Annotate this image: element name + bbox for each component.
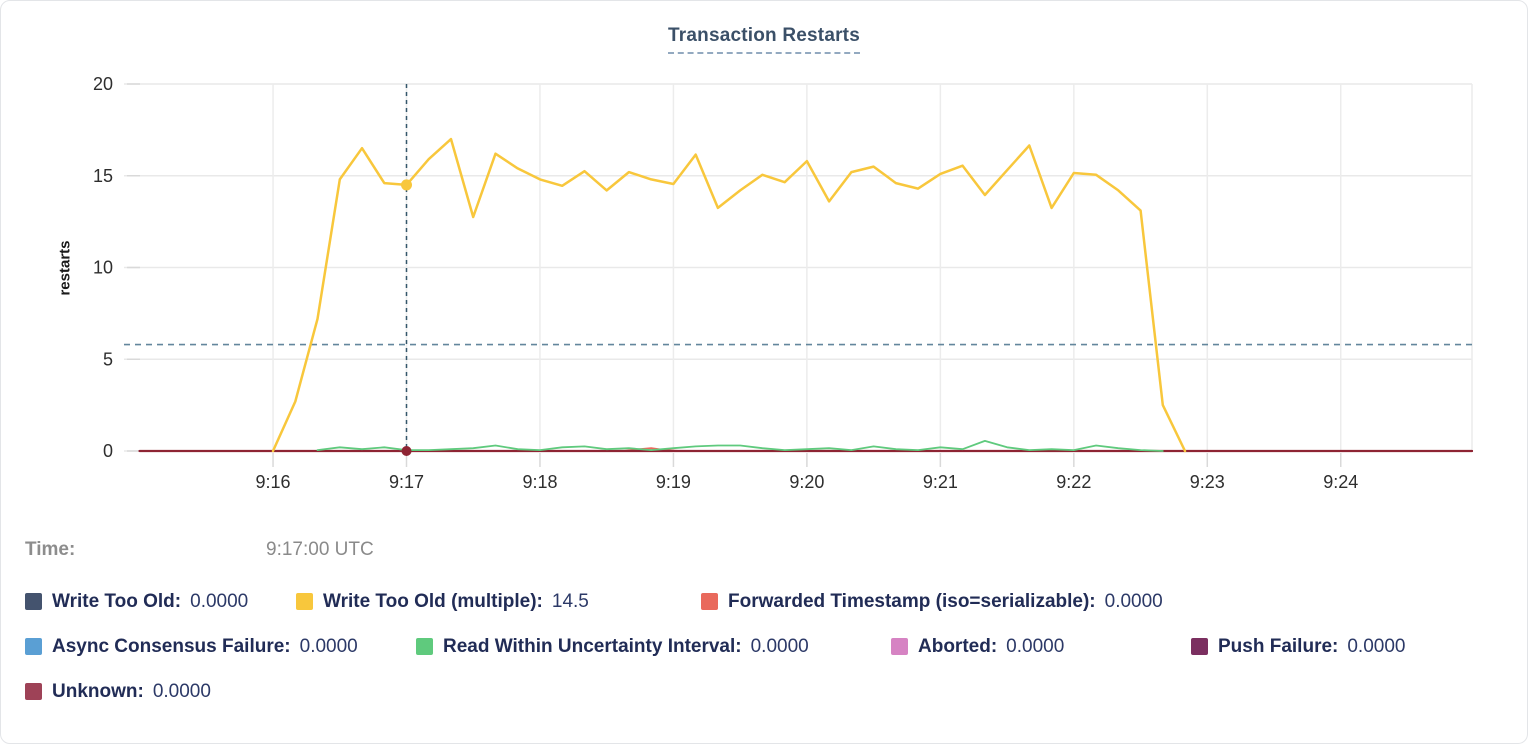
- legend-item: Read Within Uncertainty Interval: 0.0000: [416, 636, 891, 658]
- y-tick-label: 10: [93, 258, 113, 278]
- legend-swatch-icon: [25, 593, 42, 610]
- legend-swatch-icon: [25, 683, 42, 700]
- legend-label: Async Consensus Failure:: [52, 635, 291, 657]
- legend-label: Read Within Uncertainty Interval:: [443, 635, 742, 657]
- series-read-within-uncertainty-interval: [316, 439, 1164, 452]
- legend-value: 0.0000: [1006, 635, 1065, 657]
- x-tick-label: 9:17: [389, 472, 424, 492]
- legend-item: Write Too Old (multiple): 14.5: [296, 591, 701, 613]
- hover-time-label: Time:: [25, 539, 76, 560]
- legend-item: Forwarded Timestamp (iso=serializable): 0…: [701, 591, 1163, 613]
- legend-label: Push Failure:: [1218, 635, 1339, 657]
- y-tick-label: 20: [93, 74, 113, 94]
- hover-time-row: Time: 9:17:00 UTC: [25, 539, 1505, 565]
- legend-swatch-icon: [891, 638, 908, 655]
- legend-swatch-icon: [25, 638, 42, 655]
- legend-label: Forwarded Timestamp (iso=serializable):: [728, 590, 1096, 612]
- y-tick-label: 15: [93, 166, 113, 186]
- legend-value: 0.0000: [152, 680, 211, 702]
- crosshair-dot-unknown: [401, 446, 412, 456]
- x-tick-label: 9:16: [256, 472, 291, 492]
- x-tick-label: 9:19: [656, 472, 691, 492]
- legend-label: Aborted:: [918, 635, 998, 657]
- legend-item: Async Consensus Failure: 0.0000: [25, 636, 416, 658]
- legend-swatch-icon: [416, 638, 433, 655]
- legend-value: 0.0000: [190, 590, 249, 612]
- x-tick-label: 9:18: [522, 472, 557, 492]
- legend-item: Unknown: 0.0000: [25, 681, 211, 703]
- legend-label: Write Too Old:: [52, 590, 182, 612]
- hover-time-value: 9:17:00 UTC: [266, 539, 374, 560]
- chart-title-wrap: Transaction Restarts: [1, 25, 1527, 54]
- legend-row: Unknown: 0.0000: [25, 676, 1515, 707]
- x-tick-label: 9:20: [789, 472, 824, 492]
- x-tick-label: 9:23: [1190, 472, 1225, 492]
- legend-value: 14.5: [551, 590, 589, 612]
- y-axis-label: restarts: [56, 240, 74, 296]
- crosshair-dot-write-too-old-multiple-: [401, 179, 413, 191]
- legend-swatch-icon: [296, 593, 313, 610]
- legend-item: Aborted: 0.0000: [891, 636, 1191, 658]
- y-tick-label: 0: [103, 441, 113, 461]
- x-tick-label: 9:22: [1056, 472, 1091, 492]
- legend-value: 0.0000: [1347, 635, 1406, 657]
- series-write-too-old-multiple-: [271, 137, 1187, 453]
- x-tick-label: 9:21: [923, 472, 958, 492]
- legend-value: 0.0000: [299, 635, 358, 657]
- legend-label: Unknown:: [52, 680, 144, 702]
- legend-value: 0.0000: [1104, 590, 1163, 612]
- legend-item: Write Too Old: 0.0000: [25, 591, 296, 613]
- legend-label: Write Too Old (multiple):: [323, 590, 543, 612]
- chart-legend: Write Too Old: 0.0000 Write Too Old (multi…: [25, 586, 1515, 721]
- legend-item: Push Failure: 0.0000: [1191, 636, 1405, 658]
- chart-title[interactable]: Transaction Restarts: [668, 25, 860, 54]
- legend-swatch-icon: [701, 593, 718, 610]
- legend-row: Async Consensus Failure: 0.0000 Read Withi…: [25, 631, 1515, 662]
- legend-swatch-icon: [1191, 638, 1208, 655]
- x-tick-label: 9:24: [1323, 472, 1358, 492]
- legend-row: Write Too Old: 0.0000 Write Too Old (multi…: [25, 586, 1515, 617]
- y-tick-label: 5: [103, 349, 113, 369]
- transaction-restarts-chart[interactable]: 0 5 10 15 20 9:16 9:17 9:18 9:19 9:20 9:21 9:22 9:23…: [1, 1, 1528, 521]
- legend-value: 0.0000: [750, 635, 809, 657]
